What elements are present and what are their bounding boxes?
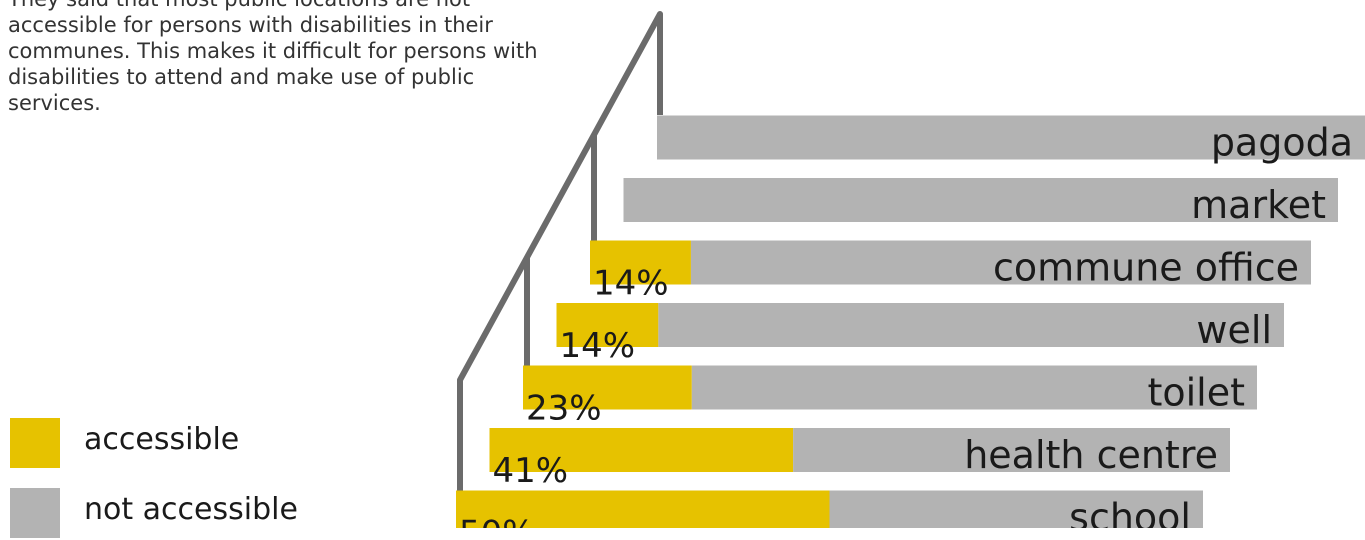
bar-not-accessible-well	[658, 303, 1284, 347]
bar-not-accessible-pagoda	[657, 115, 1365, 160]
category-label-pagoda: pagoda	[1211, 121, 1353, 165]
stair-diagonal	[457, 11, 663, 383]
bar-not-accessible-toilet	[691, 365, 1257, 410]
category-label-well: well	[1196, 308, 1272, 352]
category-label-toilet: toilet	[1147, 371, 1245, 415]
bar-accessible-commune-office	[590, 240, 691, 285]
legend-label-not-accessible: not accessible	[84, 492, 298, 527]
stair-bar-chart: pagoda market commune office 14% well 14% toil…	[456, 11, 1365, 529]
bar-not-accessible-market	[623, 178, 1338, 222]
labels-group: pagoda market commune office 14% well 14% toil…	[459, 121, 1353, 529]
intro-paragraph: They said that most public locations are…	[8, 0, 538, 115]
data-label-toilet: 23%	[526, 389, 602, 429]
legend-label-accessible: accessible	[84, 422, 240, 457]
category-label-market: market	[1191, 183, 1326, 227]
bar-accessible-health-centre	[489, 428, 794, 472]
category-label-health-centre: health centre	[964, 433, 1218, 477]
data-label-health-centre: 41%	[493, 451, 569, 491]
data-label-commune-office: 14%	[593, 264, 669, 304]
bar-accessible-well	[556, 303, 659, 347]
bars-group	[456, 115, 1365, 528]
data-label-school: 50%	[459, 514, 535, 529]
category-label-commune-office: commune office	[993, 246, 1299, 290]
legend-swatch-accessible	[10, 418, 60, 468]
legend-swatch-not-accessible	[10, 488, 60, 538]
category-label-school: school	[1069, 496, 1191, 529]
bar-not-accessible-commune-office	[690, 240, 1311, 285]
bar-not-accessible-school	[829, 490, 1203, 528]
bar-accessible-toilet	[523, 365, 692, 410]
data-label-well: 14%	[560, 326, 636, 366]
bar-accessible-school	[456, 490, 830, 528]
bar-not-accessible-health-centre	[793, 428, 1230, 472]
